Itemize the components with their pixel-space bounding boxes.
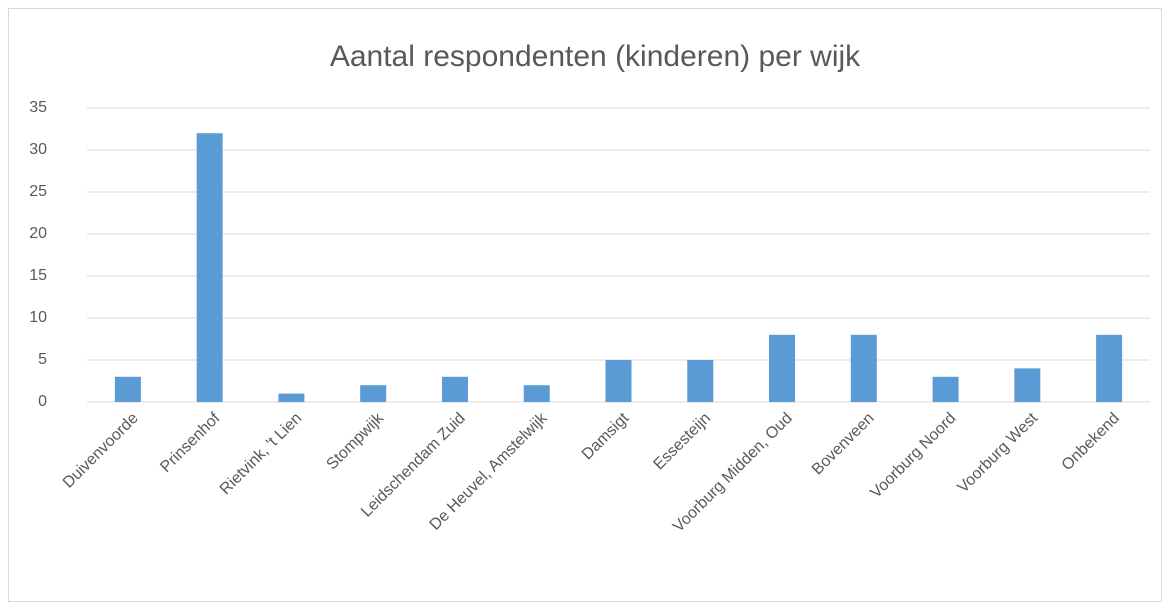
bar [1096, 334, 1123, 402]
bar [523, 385, 550, 402]
y-tick-label: 25 [29, 183, 47, 200]
chart-title: Aantal respondenten (kinderen) per wijk [330, 40, 861, 73]
y-tick-label: 20 [29, 225, 47, 242]
y-tick-label: 30 [29, 141, 47, 158]
bar [196, 133, 223, 402]
y-tick-label: 0 [38, 393, 47, 410]
bar [687, 360, 714, 402]
y-tick-label: 10 [29, 309, 47, 326]
bar [360, 385, 387, 402]
bar [278, 393, 305, 402]
chart-border [8, 8, 1162, 602]
y-tick-label: 15 [29, 267, 47, 284]
y-tick-label: 35 [29, 99, 47, 116]
bar [441, 376, 468, 402]
bar [932, 376, 959, 402]
bar [1014, 368, 1041, 402]
bar [850, 334, 877, 402]
bar [114, 376, 141, 402]
y-tick-label: 5 [38, 351, 47, 368]
bar [605, 360, 632, 402]
bar [769, 334, 796, 402]
